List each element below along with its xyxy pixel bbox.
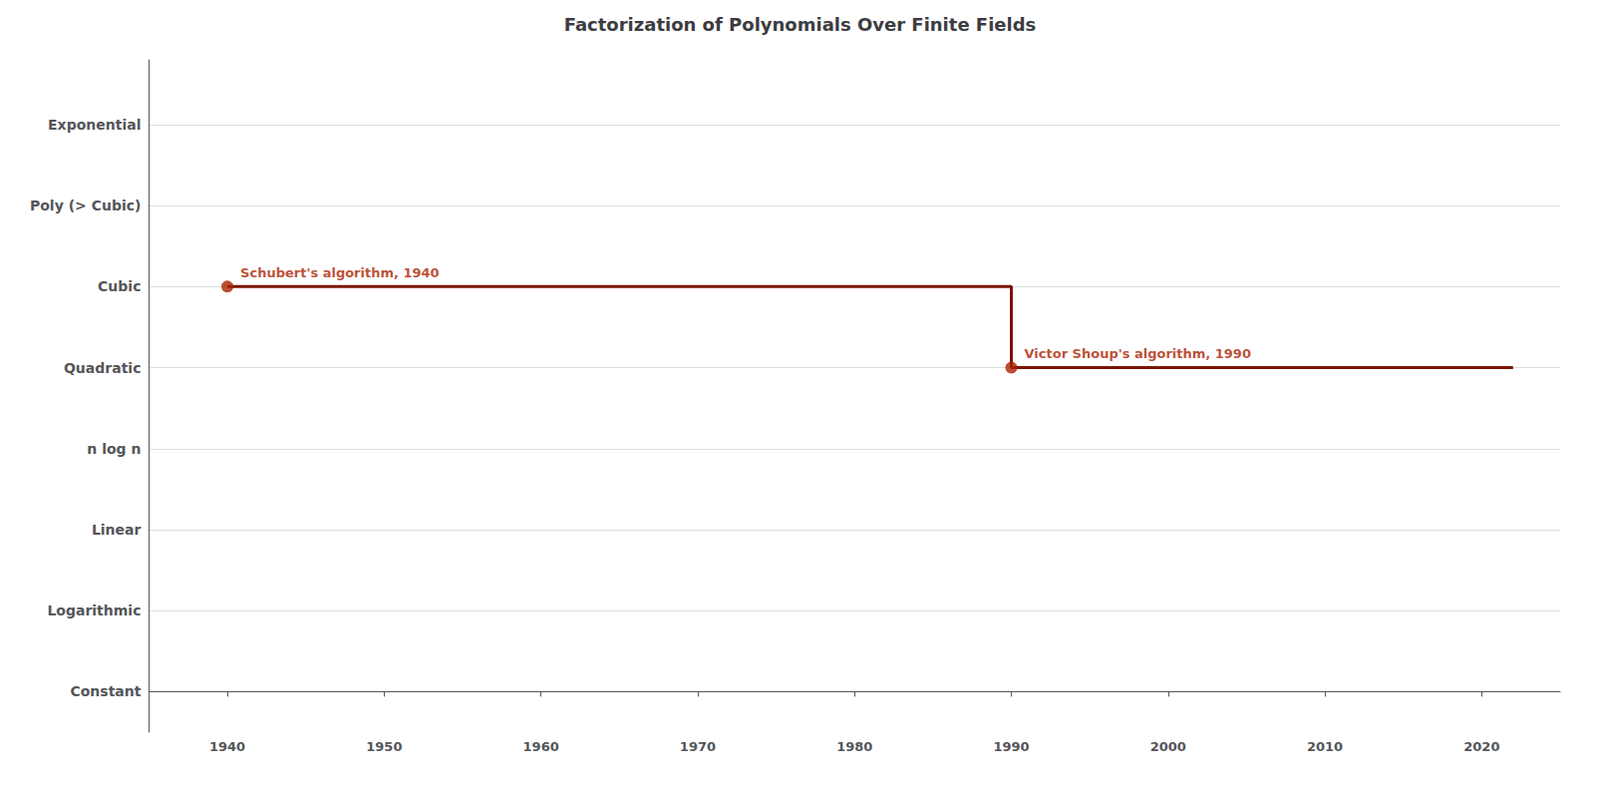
svg-text:Cubic: Cubic	[97, 278, 141, 295]
svg-text:Schubert's algorithm, 1940: Schubert's algorithm, 1940	[240, 265, 440, 281]
svg-text:2000: 2000	[1150, 738, 1187, 754]
svg-text:Victor Shoup's algorithm, 1990: Victor Shoup's algorithm, 1990	[1024, 345, 1252, 361]
svg-text:Factorization of Polynomials O: Factorization of Polynomials Over Finite…	[564, 13, 1037, 35]
svg-text:Exponential: Exponential	[47, 116, 141, 133]
svg-text:Poly (> Cubic): Poly (> Cubic)	[29, 197, 141, 214]
svg-text:Quadratic: Quadratic	[63, 359, 141, 376]
svg-text:Logarithmic: Logarithmic	[46, 602, 141, 619]
svg-text:Constant: Constant	[69, 682, 141, 699]
svg-text:1950: 1950	[365, 738, 402, 754]
svg-text:1990: 1990	[992, 738, 1029, 754]
svg-text:1980: 1980	[836, 738, 873, 754]
svg-text:1960: 1960	[523, 738, 560, 754]
svg-text:Linear: Linear	[91, 521, 142, 538]
svg-text:2020: 2020	[1463, 738, 1500, 754]
svg-text:2010: 2010	[1306, 738, 1343, 754]
svg-text:n log n: n log n	[86, 440, 141, 457]
svg-text:1940: 1940	[209, 738, 246, 754]
svg-text:1970: 1970	[679, 738, 716, 754]
